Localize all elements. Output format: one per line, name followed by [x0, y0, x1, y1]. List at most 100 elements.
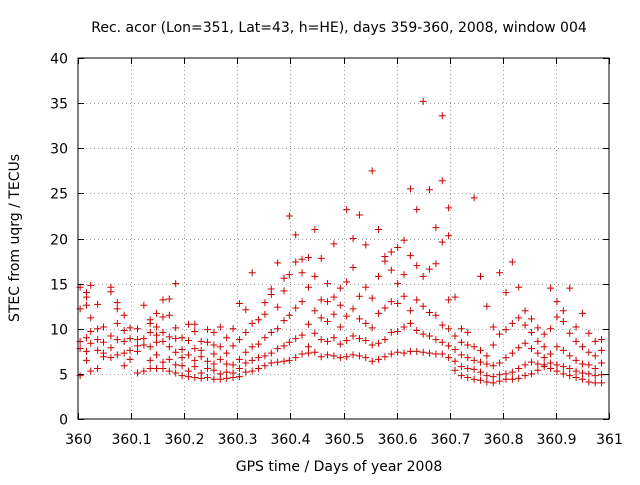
data-point — [178, 362, 186, 370]
data-point — [457, 372, 465, 380]
data-point — [261, 299, 269, 307]
data-point — [82, 289, 90, 297]
data-point — [362, 283, 370, 291]
data-point — [216, 355, 224, 363]
data-point — [566, 364, 574, 372]
data-point — [457, 351, 465, 359]
data-point — [419, 302, 427, 310]
y-tick-label: 5 — [59, 368, 68, 384]
data-point — [483, 360, 491, 368]
data-point — [304, 349, 312, 357]
data-point — [521, 321, 529, 329]
data-point — [483, 372, 491, 380]
data-point — [133, 325, 141, 333]
x-axis-label: GPS time / Days of year 2008 — [236, 459, 443, 475]
data-point — [400, 292, 408, 300]
data-point — [153, 351, 161, 359]
data-point — [406, 185, 414, 193]
data-point — [210, 350, 218, 358]
data-point — [426, 309, 434, 317]
data-point — [508, 319, 516, 327]
data-point — [336, 323, 344, 331]
data-point — [172, 348, 180, 356]
data-point — [267, 349, 275, 357]
data-point — [146, 343, 154, 351]
data-point — [566, 352, 574, 360]
data-point — [330, 334, 338, 342]
y-tick-label: 20 — [50, 233, 68, 249]
data-point — [235, 373, 243, 381]
data-point — [304, 343, 312, 351]
data-point — [216, 370, 224, 378]
data-point — [406, 252, 414, 260]
x-tick-label: 360 — [65, 432, 92, 448]
data-point — [242, 368, 250, 376]
data-point — [82, 356, 90, 364]
data-point — [126, 324, 134, 332]
data-point — [457, 338, 465, 346]
data-point — [381, 304, 389, 312]
data-point — [476, 346, 484, 354]
data-point — [445, 296, 453, 304]
data-point — [534, 337, 542, 345]
data-point — [94, 364, 102, 372]
data-point — [120, 349, 128, 357]
data-point — [210, 328, 218, 336]
data-point — [235, 299, 243, 307]
data-point — [172, 335, 180, 343]
data-point — [229, 369, 237, 377]
data-point — [598, 346, 606, 354]
data-point — [242, 328, 250, 336]
x-tick-label: 360.1 — [111, 432, 151, 448]
data-point — [304, 320, 312, 328]
y-tick-label: 30 — [50, 142, 68, 158]
data-point — [324, 337, 332, 345]
data-point — [591, 372, 599, 380]
data-point — [438, 350, 446, 358]
data-point — [566, 284, 574, 292]
data-point — [464, 341, 472, 349]
data-point — [368, 167, 376, 175]
data-point — [445, 342, 453, 350]
data-point — [508, 258, 516, 266]
data-point — [521, 339, 529, 347]
data-point — [349, 351, 357, 359]
data-point — [311, 329, 319, 337]
data-point — [94, 300, 102, 308]
data-point — [540, 354, 548, 362]
data-point — [553, 343, 561, 351]
data-point — [464, 364, 472, 372]
data-point — [317, 336, 325, 344]
data-point — [267, 285, 275, 293]
data-point — [502, 354, 510, 362]
x-tick-label: 360.6 — [377, 432, 417, 448]
data-point — [483, 378, 491, 386]
data-point — [261, 362, 269, 370]
data-point — [255, 364, 263, 372]
x-tick-label: 360.2 — [164, 432, 204, 448]
data-point — [82, 301, 90, 309]
data-point — [159, 296, 167, 304]
data-point — [153, 338, 161, 346]
data-point — [235, 336, 243, 344]
data-point — [82, 347, 90, 355]
data-point — [178, 346, 186, 354]
data-point — [242, 348, 250, 356]
data-point — [381, 253, 389, 261]
data-point — [375, 309, 383, 317]
data-point — [133, 369, 141, 377]
data-point — [317, 296, 325, 304]
data-point — [508, 375, 516, 383]
data-point — [413, 262, 421, 270]
data-point — [229, 325, 237, 333]
data-point — [298, 269, 306, 277]
data-point — [368, 357, 376, 365]
data-point — [553, 367, 561, 375]
data-point — [566, 329, 574, 337]
data-point — [445, 354, 453, 362]
data-point — [317, 314, 325, 322]
data-point — [572, 337, 580, 345]
data-point — [280, 357, 288, 365]
data-point — [585, 361, 593, 369]
data-point — [426, 186, 434, 194]
